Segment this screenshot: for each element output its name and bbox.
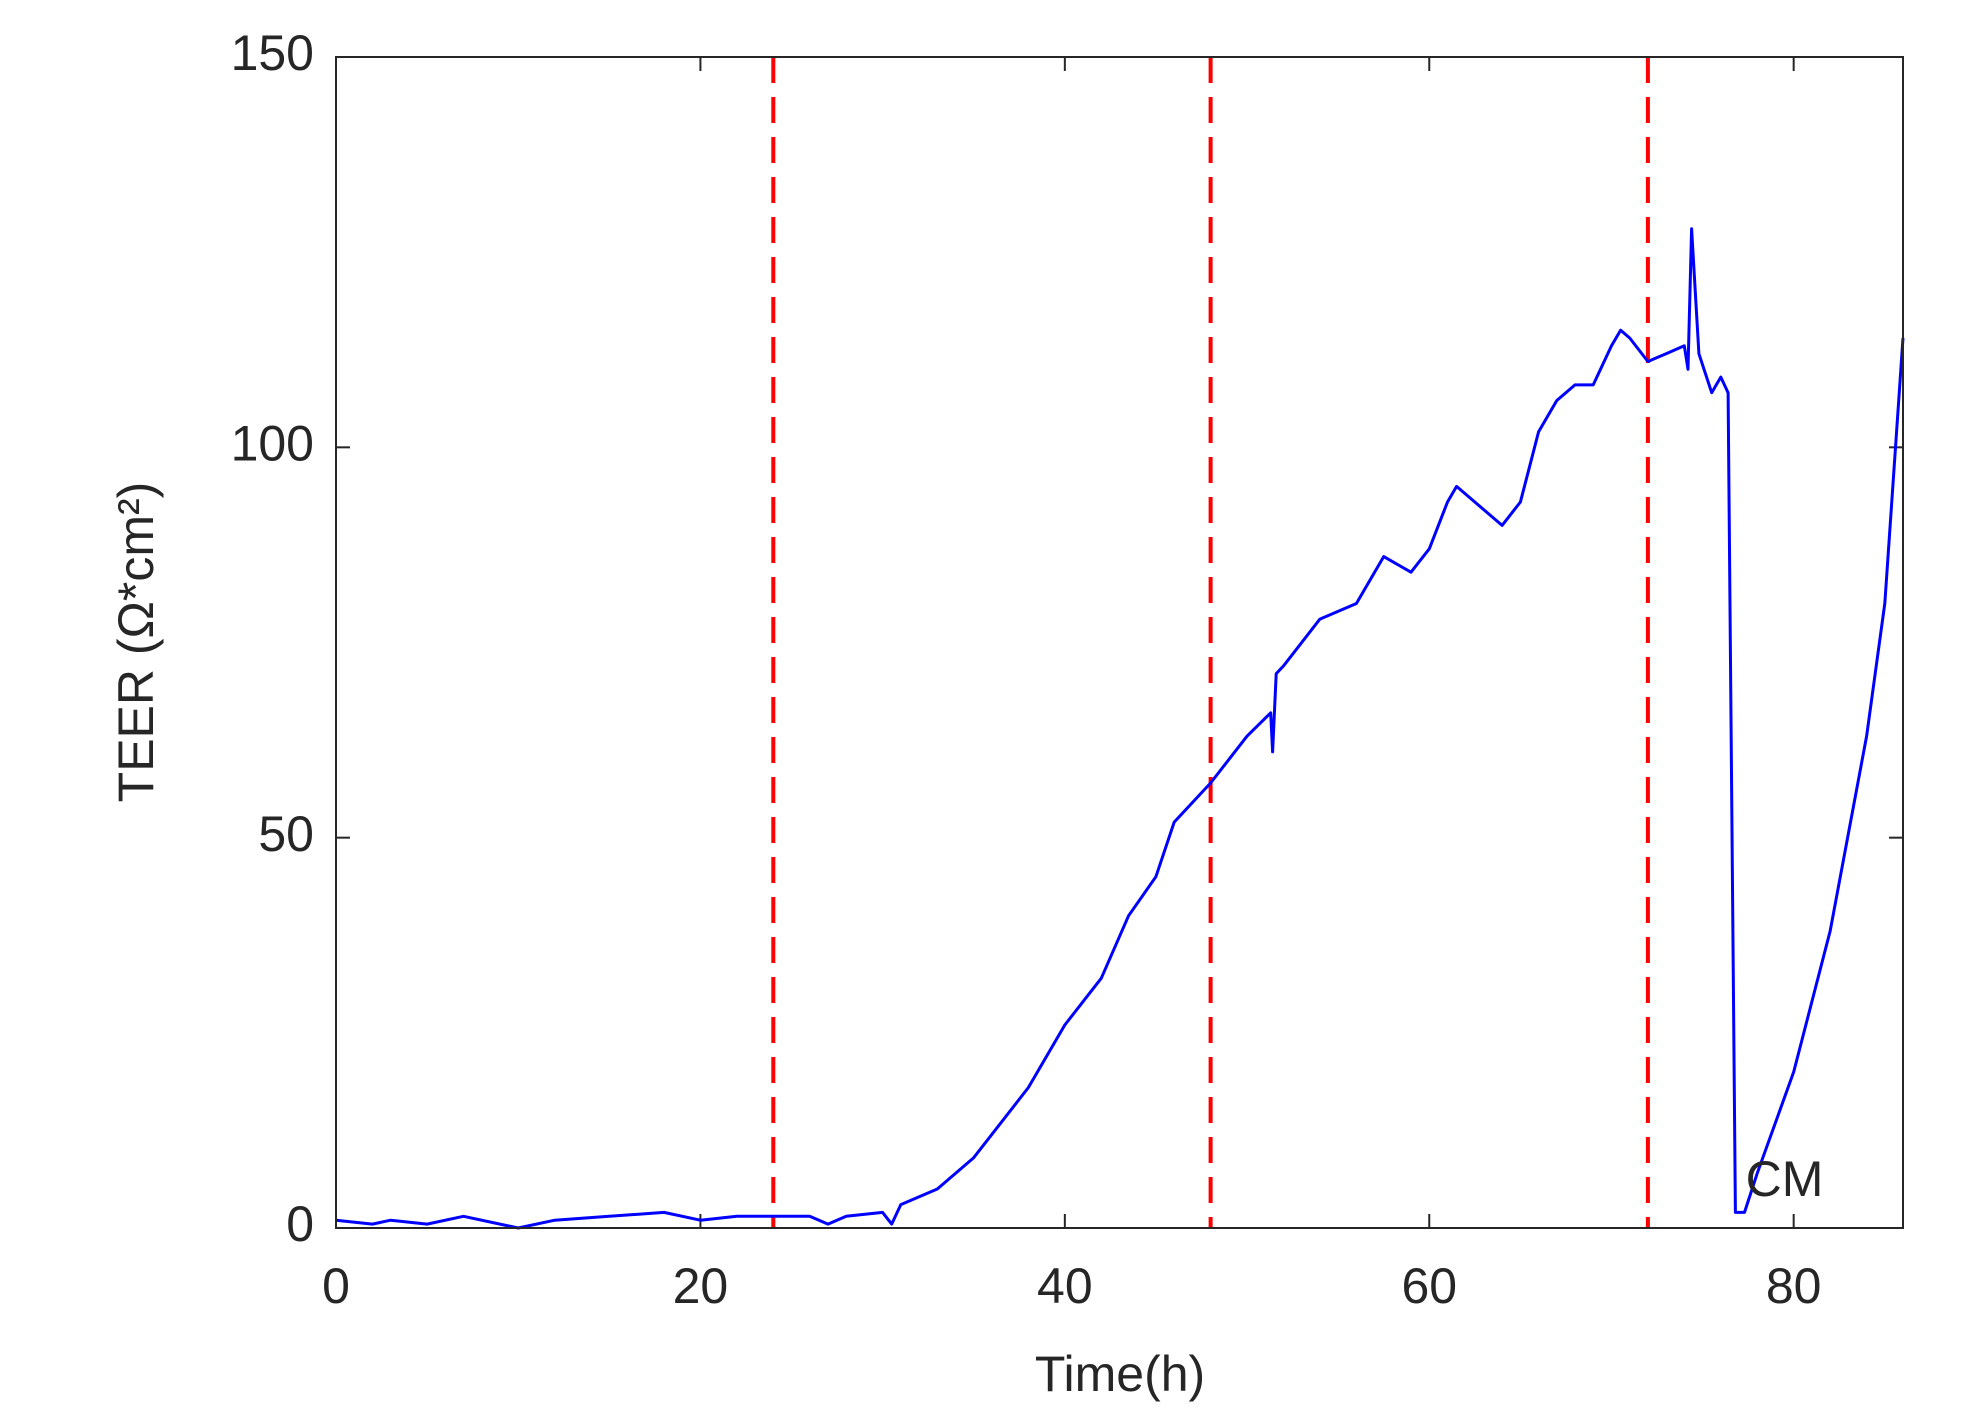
x-tick-label: 60	[1401, 1258, 1457, 1314]
y-tick-label: 0	[286, 1196, 314, 1252]
y-tick-label: 150	[231, 25, 314, 81]
y-axis-label: TEER (Ω*cm²)	[108, 482, 164, 803]
plot-frame	[335, 56, 1904, 1229]
y-tick-label: 100	[231, 416, 314, 472]
x-tick-label: 20	[673, 1258, 729, 1314]
x-axis-label: Time(h)	[1035, 1346, 1205, 1402]
data-line	[335, 227, 1905, 1230]
x-tick-label: 0	[322, 1258, 350, 1314]
x-tick-label: 40	[1037, 1258, 1093, 1314]
y-tick-label: 50	[258, 806, 314, 862]
x-tick-label: 80	[1766, 1258, 1822, 1314]
annotation: CM	[1746, 1151, 1824, 1207]
